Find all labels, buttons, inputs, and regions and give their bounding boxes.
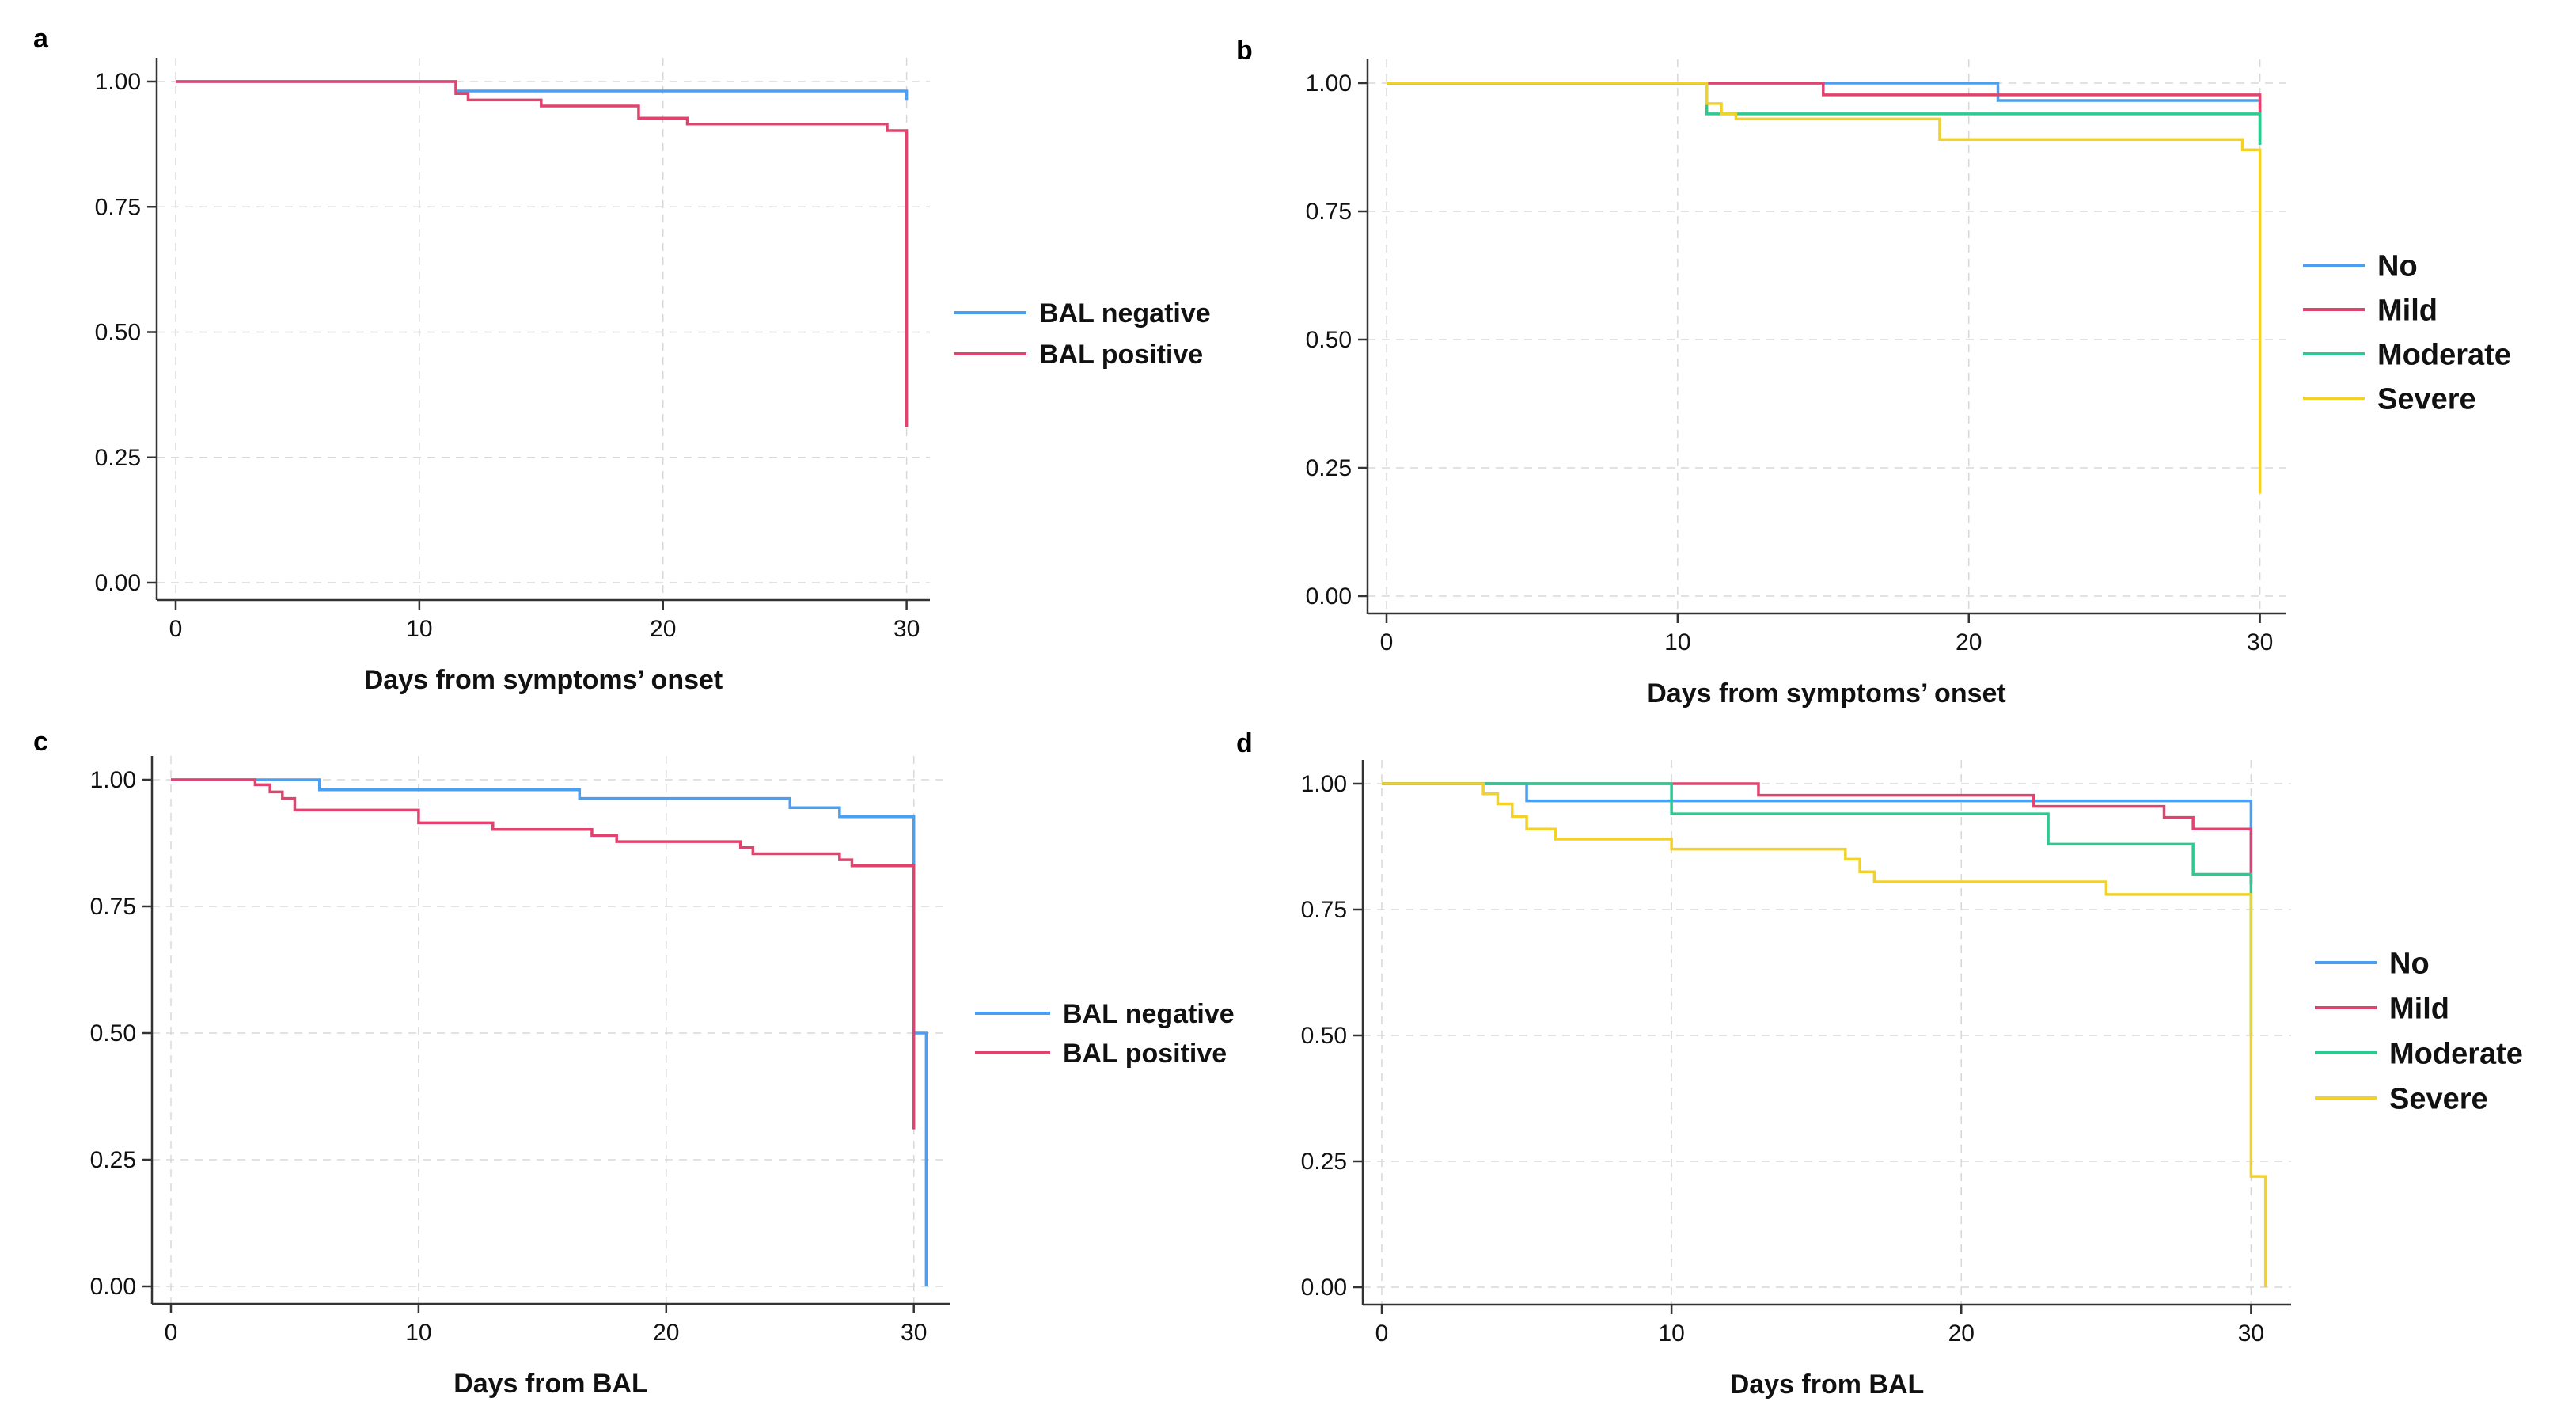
y-tick-label: 0.50 (90, 1020, 136, 1047)
x-tick-label: 20 (1956, 629, 1982, 655)
legend: No Mild Moderate Severe (2303, 249, 2511, 416)
y-tick-label: 0.75 (1306, 199, 1352, 225)
legend-label: Severe (2389, 1082, 2488, 1115)
x-tick-label: 0 (1380, 629, 1394, 655)
survival-curve-severe (1382, 782, 2267, 1287)
x-axis-title: Days from symptoms’ onset (364, 665, 723, 695)
x-tick-label: 0 (169, 616, 183, 642)
y-tick-label: 0.75 (95, 194, 141, 220)
panel-letter-a: a (33, 24, 49, 54)
legend-label: No (2389, 947, 2430, 980)
chart-panel-b: b 0.00 0.25 0.50 0.75 1.00 0 10 20 30 Days from sy… (1236, 36, 2511, 708)
y-tick-label: 0.50 (1301, 1023, 1347, 1049)
chart-panel-c: c 0.00 0.25 0.50 0.75 1.00 0 10 20 30 Days from BA… (33, 727, 1235, 1399)
panel-letter-b: b (1236, 36, 1253, 66)
y-tick-label: 0.75 (1301, 897, 1347, 923)
y-tick-label: 0.00 (90, 1274, 136, 1300)
chart-panel-d: d 0.00 0.25 0.50 0.75 1.00 0 10 20 30 Days from BA… (1236, 728, 2523, 1400)
y-tick-label: 0.75 (90, 894, 136, 920)
y-tick-label: 1.00 (1306, 70, 1352, 97)
x-tick-label: 20 (1948, 1320, 1975, 1347)
legend-label: BAL negative (1039, 298, 1211, 329)
x-tick-label: 20 (650, 616, 676, 642)
legend: No Mild Moderate Severe (2315, 947, 2523, 1115)
x-tick-label: 30 (901, 1320, 927, 1346)
y-tick-label: 0.00 (95, 570, 141, 596)
y-tick-label: 0.50 (95, 320, 141, 346)
y-tick-label: 0.25 (95, 445, 141, 471)
y-tick-label: 1.00 (95, 69, 141, 95)
legend: BAL negative BAL positive (954, 298, 1211, 370)
x-tick-label: 30 (2247, 629, 2273, 655)
y-tick-label: 0.25 (90, 1147, 136, 1173)
y-tick-label: 0.00 (1306, 583, 1352, 610)
x-tick-label: 0 (165, 1320, 178, 1346)
survival-curve-moderate (1382, 782, 2253, 1035)
x-axis-title: Days from symptoms’ onset (1647, 678, 2005, 708)
panel-letter-c: c (33, 727, 48, 757)
legend-label: Moderate (2377, 338, 2511, 371)
survival-curve-bal-positive (171, 778, 916, 1130)
legend-label: No (2377, 249, 2418, 283)
x-tick-label: 20 (653, 1320, 679, 1346)
legend-label: Severe (2377, 382, 2476, 416)
x-axis-title: Days from BAL (1730, 1370, 1925, 1400)
y-tick-label: 1.00 (90, 767, 136, 793)
survival-curve-bal-negative (176, 80, 909, 101)
legend-label: BAL negative (1063, 999, 1235, 1029)
x-axis-title: Days from BAL (453, 1369, 648, 1399)
y-tick-label: 1.00 (1301, 771, 1347, 797)
legend-label: BAL positive (1063, 1039, 1227, 1069)
x-tick-label: 10 (1658, 1320, 1684, 1347)
y-tick-label: 0.25 (1301, 1149, 1347, 1175)
legend-label: Mild (2389, 992, 2449, 1025)
x-tick-label: 10 (1664, 629, 1690, 655)
panel-letter-d: d (1236, 728, 1253, 758)
legend-label: Moderate (2389, 1037, 2523, 1070)
legend: BAL negative BAL positive (975, 999, 1235, 1069)
chart-panel-a: a 0.00 0.25 0.50 0.75 1.00 0 10 20 30 Days from sy… (33, 24, 1211, 695)
y-tick-label: 0.25 (1306, 455, 1352, 481)
x-tick-label: 30 (2238, 1320, 2264, 1347)
x-tick-label: 10 (405, 1320, 431, 1346)
survival-curve-bal-positive (176, 80, 909, 427)
y-tick-label: 0.00 (1301, 1275, 1347, 1301)
y-tick-label: 0.50 (1306, 327, 1352, 353)
x-tick-label: 30 (893, 616, 920, 642)
legend-label: Mild (2377, 294, 2438, 327)
legend-label: BAL positive (1039, 340, 1203, 370)
survival-curve-severe (1387, 82, 2262, 494)
survival-curve-no (1382, 782, 2253, 885)
x-tick-label: 10 (406, 616, 432, 642)
x-tick-label: 0 (1375, 1320, 1389, 1347)
survival-curve-mild (1382, 782, 2253, 885)
